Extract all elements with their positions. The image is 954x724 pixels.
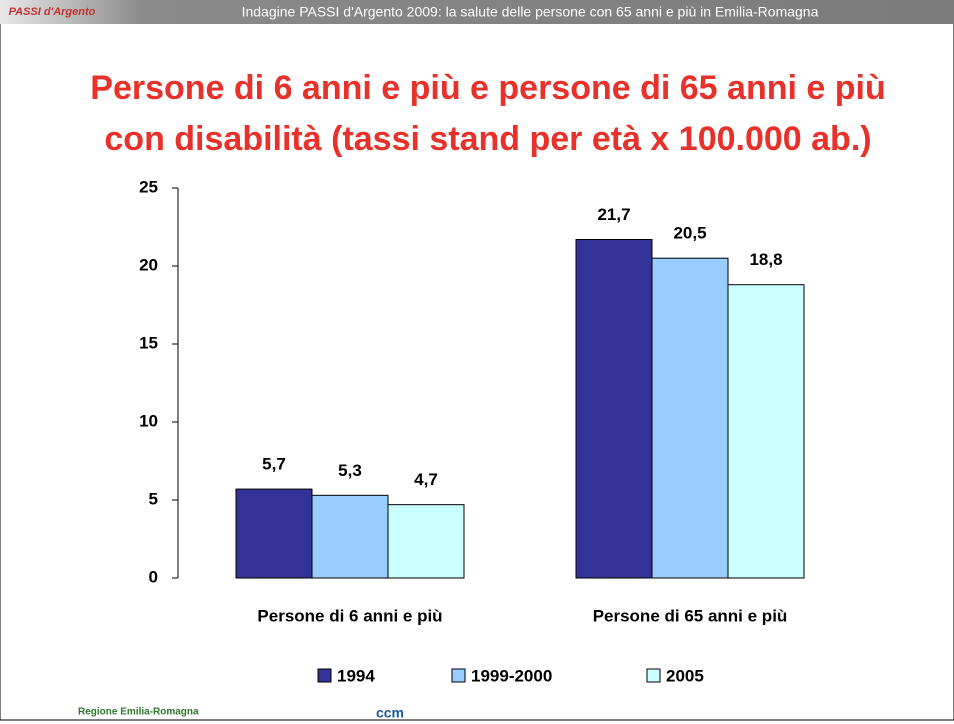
y-tick-label: 20: [139, 255, 158, 274]
x-tick-label: Persone di 65 anni e più: [593, 606, 788, 625]
legend-label: 2005: [666, 666, 704, 685]
value-label: 5,7: [262, 455, 286, 474]
value-label: 18,8: [749, 250, 782, 269]
y-tick-label: 10: [139, 411, 158, 430]
bar: [652, 258, 728, 578]
y-tick-label: 0: [149, 567, 158, 586]
bar: [312, 495, 388, 578]
value-label: 21,7: [597, 205, 630, 224]
legend-label: 1994: [337, 666, 375, 685]
y-tick-label: 15: [139, 333, 158, 352]
header-logo: PASSI d'Argento: [9, 6, 96, 18]
bar: [728, 285, 804, 578]
header-text: Indagine PASSI d'Argento 2009: la salute…: [242, 4, 819, 20]
footer-logo: Regione Emilia-Romagna: [78, 707, 199, 718]
legend-swatch: [318, 669, 331, 682]
chart-title: Persone di 6 anni e più e persone di 65 …: [90, 69, 885, 107]
bar: [236, 489, 312, 578]
value-label: 5,3: [338, 461, 362, 480]
slide: PASSI d'Argento Indagine PASSI d'Argento…: [0, 0, 954, 724]
bar: [388, 505, 464, 578]
legend-swatch: [647, 669, 660, 682]
footer-logo: ccm: [376, 705, 404, 721]
bar: [576, 239, 652, 578]
slide-frame: [0, 0, 954, 720]
value-label: 20,5: [673, 224, 706, 243]
x-tick-label: Persone di 6 anni e più: [257, 606, 442, 625]
legend-label: 1999-2000: [471, 666, 552, 685]
chart-subtitle: con disabilità (tassi stand per età x 10…: [104, 120, 871, 158]
value-label: 4,7: [414, 470, 438, 489]
legend-swatch: [452, 669, 465, 682]
y-tick-label: 25: [139, 177, 158, 196]
y-tick-label: 5: [149, 489, 158, 508]
